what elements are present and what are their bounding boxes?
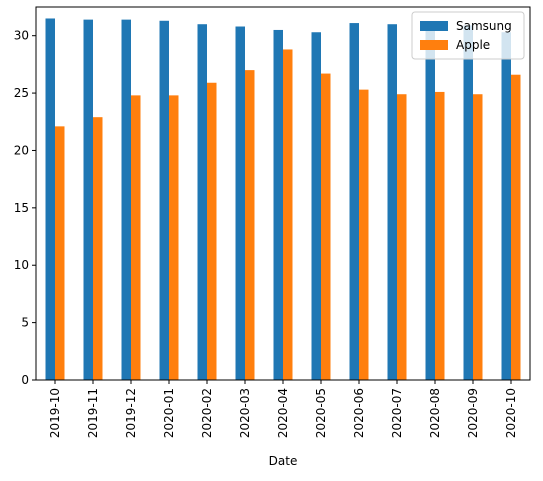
x-tick-label: 2020-07 [390, 388, 404, 438]
bar-apple-2020-05 [321, 73, 331, 380]
bar-samsung-2020-04 [273, 29, 283, 380]
bar-samsung-2019-10 [45, 18, 55, 380]
bar-apple-2020-02 [207, 82, 217, 381]
bar-samsung-2020-09 [463, 25, 473, 381]
x-axis-label: Date [269, 454, 298, 468]
bar-apple-2019-10 [55, 126, 65, 380]
x-tick-label: 2020-06 [352, 388, 366, 438]
y-tick-label: 10 [14, 258, 29, 272]
bar-apple-2020-03 [245, 70, 255, 380]
bar-samsung-2020-05 [311, 32, 321, 380]
bar-apple-2020-06 [359, 89, 369, 380]
y-tick-label: 0 [21, 373, 29, 387]
bar-samsung-2020-07 [387, 24, 397, 380]
y-tick-label: 30 [14, 29, 29, 43]
bar-apple-2020-09 [473, 94, 483, 381]
legend-swatch-samsung [420, 21, 448, 31]
x-tick-label: 2019-12 [124, 388, 138, 438]
legend-label-samsung: Samsung [456, 19, 512, 33]
bar-samsung-2020-10 [501, 32, 511, 380]
legend-label-apple: Apple [456, 38, 490, 52]
bar-samsung-2019-11 [83, 19, 93, 381]
x-tick-label: 2020-08 [428, 388, 442, 438]
bar-apple-2019-11 [93, 117, 103, 380]
y-tick-label: 15 [14, 201, 29, 215]
bar-apple-2020-08 [435, 91, 445, 380]
x-tick-label: 2019-10 [48, 388, 62, 438]
bar-samsung-2020-06 [349, 23, 359, 381]
bar-samsung-2020-08 [425, 25, 435, 381]
x-tick-label: 2020-02 [200, 388, 214, 438]
legend-swatch-apple [420, 40, 448, 50]
bars-layer [45, 18, 521, 381]
x-tick-label: 2020-05 [314, 388, 328, 438]
x-tick-label: 2020-09 [466, 388, 480, 438]
bar-samsung-2020-03 [235, 26, 245, 380]
bar-apple-2019-12 [131, 95, 141, 380]
y-tick-label: 5 [21, 316, 29, 330]
x-axis: 2019-10 2019-11 2019-12 2020-01 2020-02 2020-… [48, 380, 518, 438]
y-axis: 0 5 10 15 20 25 30 [14, 29, 36, 387]
bar-apple-2020-01 [169, 95, 179, 380]
legend: Samsung Apple [411, 11, 525, 60]
x-tick-label: 2019-11 [86, 388, 100, 438]
bar-apple-2020-04 [283, 49, 293, 381]
bar-samsung-2019-12 [121, 19, 131, 381]
y-tick-label: 25 [14, 86, 29, 100]
x-tick-label: 2020-04 [276, 388, 290, 438]
x-tick-label: 2020-10 [504, 388, 518, 438]
x-tick-label: 2020-03 [238, 388, 252, 438]
x-tick-label: 2020-01 [162, 388, 176, 438]
bar-apple-2020-07 [397, 94, 407, 381]
bar-samsung-2020-02 [197, 24, 207, 380]
bar-apple-2020-10 [511, 74, 521, 381]
y-tick-label: 20 [14, 143, 29, 157]
bar-samsung-2020-01 [159, 20, 169, 380]
